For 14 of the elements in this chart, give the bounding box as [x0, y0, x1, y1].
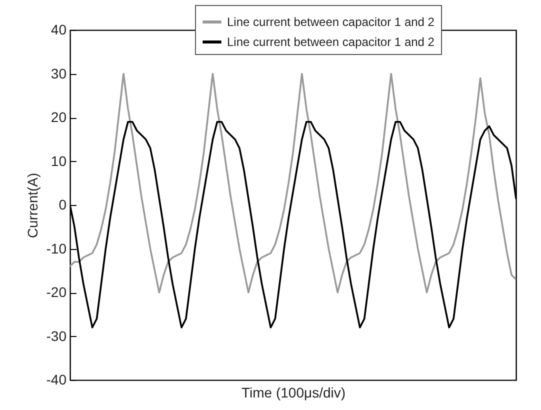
y-tick-label: 0 [58, 196, 67, 212]
y-tick-label: 30 [50, 65, 67, 82]
y-tick-label: -10 [46, 240, 67, 256]
y-tick-label: -40 [46, 372, 67, 388]
y-axis-title: Current(A) [24, 172, 40, 238]
y-tick-label: 40 [50, 22, 67, 38]
y-tick-label: 10 [50, 152, 67, 169]
line-series [70, 72, 516, 294]
y-tick-label: 20 [50, 109, 67, 125]
legend-label: Line current between capacitor 1 and 2 [227, 35, 435, 49]
legend-label: Line current between capacitor 1 and 2 [227, 15, 435, 29]
y-tick-label: -30 [46, 328, 67, 344]
x-axis-title: Time (100μs/div) [241, 384, 346, 400]
y-tick-label: -20 [46, 284, 67, 300]
